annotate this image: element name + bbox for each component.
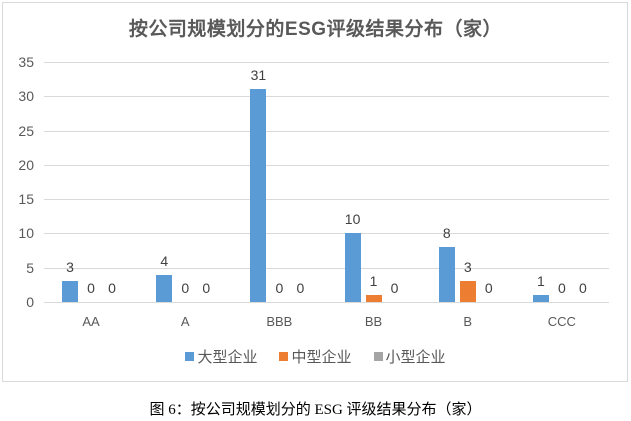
data-label: 3 [66,259,74,276]
gridline [44,302,609,303]
data-label: 0 [296,280,305,296]
x-tick-label: BBB [266,314,293,329]
data-label: 0 [558,280,566,296]
y-tick-label: 30 [18,88,34,105]
legend-swatch-icon [279,352,289,361]
data-label: 0 [202,280,211,296]
y-tick-label: 20 [18,156,34,173]
legend-item: 中型企业 [279,346,352,367]
data-label: 0 [390,280,399,296]
gridline [44,96,609,98]
x-tick-label: B [463,314,472,329]
gridline [44,130,609,132]
plot-area: 0 5 10 15 20 25 30 35 3 0 0 AA 4 0 0 A 31 0 0 BBB 10 1 0 BB 8 3 0 B… [18,54,609,329]
y-tick-label: 25 [18,122,34,139]
legend-swatch-icon [185,352,195,361]
x-tick-label: BB [364,314,383,329]
bar [62,281,79,302]
data-label: 0 [579,280,587,296]
y-tick-label: 35 [18,54,34,70]
y-tick-label: 10 [18,225,34,242]
bar [344,233,361,302]
chart-title: 按公司规模划分的ESG评级结果分布（家） [128,19,503,40]
data-label: 0 [484,280,493,296]
x-tick-label: AA [82,314,100,329]
data-label: 1 [537,273,545,290]
bar [459,281,476,302]
y-tick-label: 0 [26,294,34,310]
x-tick-label: A [180,314,190,329]
gridline [44,267,609,269]
data-label: 10 [344,211,361,228]
bar [438,247,455,302]
gridline [44,199,609,201]
y-tick-label: 15 [18,191,34,208]
data-label: 0 [275,280,284,296]
data-label: 0 [87,280,95,296]
legend-label: 中型企业 [291,349,352,366]
data-label: 4 [160,252,169,269]
chart-frame [2,2,628,382]
bar [365,295,382,302]
data-label: 3 [463,259,472,276]
data-label: 1 [369,273,378,290]
data-label: 0 [181,280,190,296]
bar [532,295,549,302]
data-label: 0 [108,280,116,296]
x-tick-label: CCC [547,314,576,329]
bar [250,89,267,302]
data-label: 31 [250,67,267,84]
legend-label: 小型企业 [385,349,446,366]
legend-item: 大型企业 [185,346,257,367]
y-tick-label: 5 [26,259,34,276]
data-label: 8 [442,225,451,242]
legend: 大型企业 中型企业 小型企业 [0,346,631,367]
gridline [44,62,609,63]
legend-swatch-icon [373,352,383,361]
bar [156,274,173,302]
legend-label: 大型企业 [197,349,258,366]
gridline [44,164,609,166]
legend-item: 小型企业 [373,346,446,367]
figure-caption: 图 6：按公司规模划分的 ESG 评级结果分布（家） [149,402,482,418]
gridline [44,233,609,235]
